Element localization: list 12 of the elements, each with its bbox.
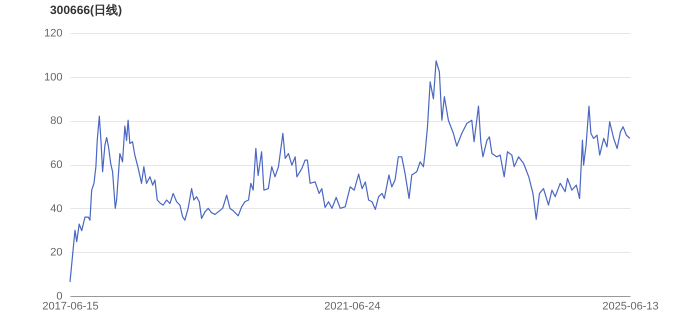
x-tick-label: 2025-06-13 (602, 300, 659, 312)
y-tick-label: 80 (50, 115, 62, 128)
y-tick-label: 120 (44, 28, 62, 40)
line-series (69, 60, 631, 283)
y-tick-label: 20 (50, 246, 62, 259)
y-tick-label: 40 (50, 202, 62, 215)
x-tick-label: 2021-06-24 (324, 300, 381, 312)
y-tick-label: 100 (44, 71, 62, 84)
chart-title: 300666(日线) (50, 3, 122, 17)
x-tick-label: 2017-06-15 (42, 300, 99, 312)
y-tick-label: 0 (56, 290, 62, 302)
y-tick-label: 60 (50, 159, 62, 171)
